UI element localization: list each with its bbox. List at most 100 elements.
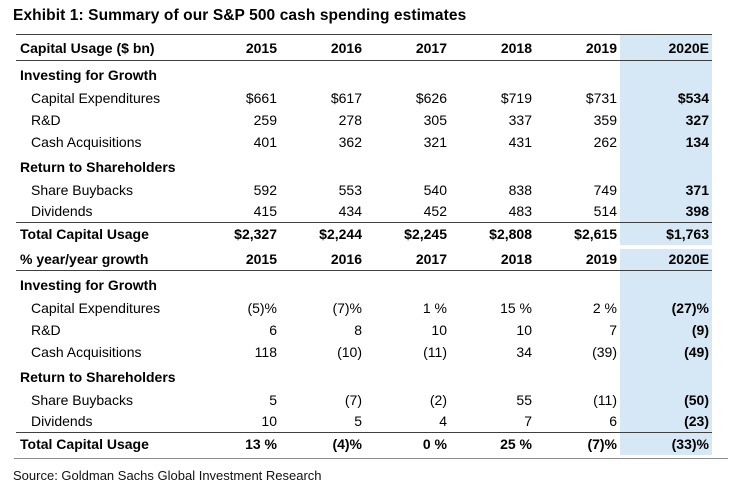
- row-label: Dividends: [31, 203, 93, 220]
- table-row-item: Share Buybacks 592 553 540 838 749 371: [16, 178, 712, 201]
- cell-value-estimate: [620, 152, 712, 179]
- cell-value-estimate: 327: [620, 108, 712, 131]
- capital-usage-table: Capital Usage ($ bn) 2015 2016 2017 2018…: [16, 34, 712, 245]
- table-row-section: Investing for Growth: [16, 60, 712, 87]
- row-label: Cash Acquisitions: [31, 133, 142, 150]
- cell-value: 483: [508, 203, 532, 220]
- cell-value: 7: [524, 413, 532, 430]
- cell-value: $626: [415, 89, 447, 106]
- cell-value: 337: [508, 111, 532, 128]
- cell-value: [450, 271, 535, 297]
- cell-value: 6: [269, 321, 277, 338]
- row-label: Return to Shareholders: [20, 368, 176, 385]
- cell-value: 25 %: [450, 432, 535, 455]
- row-label: R&D: [31, 111, 61, 128]
- row-label: Share Buybacks: [31, 181, 133, 198]
- column-header-year: 2016: [280, 34, 365, 61]
- table-row-item: Cash Acquisitions 401 362 321 431 262 134: [16, 130, 712, 153]
- row-label: Return to Shareholders: [20, 158, 176, 175]
- cell-value-estimate: $1,763: [620, 222, 712, 245]
- cell-value: [280, 61, 365, 87]
- table-row-item: Capital Expenditures $661 $617 $626 $719 $731…: [16, 86, 712, 109]
- cell-value: [535, 153, 620, 179]
- cell-value-estimate: (33)%: [620, 432, 712, 455]
- cell-value: 10: [516, 321, 532, 338]
- cell-value: 8: [354, 321, 362, 338]
- cell-value: 278: [338, 111, 362, 128]
- cell-value: [535, 363, 620, 389]
- row-label: R&D: [31, 321, 61, 338]
- column-header-year: 2015: [195, 248, 280, 271]
- growth-table: % year/year growth 2015 2016 2017 2018 2…: [16, 248, 712, 455]
- column-header-estimate-year: 2020E: [620, 248, 712, 271]
- cell-value-estimate: (23): [620, 410, 712, 433]
- cell-value-estimate: (49): [620, 340, 712, 363]
- cell-value: (7): [344, 391, 362, 408]
- cell-value: [195, 363, 280, 389]
- cell-value: 431: [508, 133, 532, 150]
- cell-value: [195, 271, 280, 297]
- cell-value: (11): [593, 391, 617, 408]
- cell-value: 15 %: [500, 299, 532, 316]
- cell-value: 305: [423, 111, 447, 128]
- cell-value: 1 %: [422, 299, 447, 316]
- cell-value-estimate: 398: [620, 200, 712, 223]
- cell-value: 452: [423, 203, 447, 220]
- cell-value: $731: [585, 89, 617, 106]
- table-row-section: Return to Shareholders: [16, 152, 712, 179]
- table-row-section: Return to Shareholders: [16, 362, 712, 389]
- cell-value: 749: [593, 181, 617, 198]
- cell-value: 259: [253, 111, 277, 128]
- column-header-estimate-year: 2020E: [620, 34, 712, 61]
- cell-value: $661: [245, 89, 277, 106]
- cell-value: $719: [500, 89, 532, 106]
- row-label: Investing for Growth: [20, 276, 157, 293]
- table-row-item: R&D 259 278 305 337 359 327: [16, 108, 712, 131]
- cell-value-estimate: [620, 60, 712, 87]
- row-label: Capital Expenditures: [31, 299, 161, 316]
- cell-value: [365, 271, 450, 297]
- column-header-year: 2017: [365, 34, 450, 61]
- cell-value: [280, 363, 365, 389]
- cell-value-estimate: 371: [620, 178, 712, 201]
- cell-value: 415: [253, 203, 277, 220]
- cell-value: [365, 363, 450, 389]
- cell-value-estimate: 134: [620, 130, 712, 153]
- cell-value-estimate: [620, 362, 712, 389]
- cell-value: 2 %: [592, 299, 617, 316]
- cell-value: $617: [330, 89, 362, 106]
- cell-value: (10): [337, 343, 362, 360]
- table-row-total: Total Capital Usage 13 % (4)% 0 % 25 % (7)% (3…: [16, 432, 712, 455]
- table-row-item: Dividends 415 434 452 483 514 398: [16, 200, 712, 223]
- table-row-item: Share Buybacks 5 (7) (2) 55 (11) (50): [16, 388, 712, 411]
- cell-value: 553: [338, 181, 362, 198]
- column-header-label: Capital Usage ($ bn): [16, 34, 195, 61]
- table-row-item: Capital Expenditures (5)% (7)% 1 % 15 % 2 % (2…: [16, 296, 712, 319]
- cell-value: 362: [338, 133, 362, 150]
- column-header-year: 2019: [535, 248, 620, 271]
- cell-value: [450, 61, 535, 87]
- row-label: Total Capital Usage: [16, 222, 195, 245]
- cell-value-estimate: (50): [620, 388, 712, 411]
- cell-value: 0 %: [365, 432, 450, 455]
- cell-value: [195, 61, 280, 87]
- cell-value: 10: [431, 321, 447, 338]
- cell-value: [365, 153, 450, 179]
- exhibit-page: Exhibit 1: Summary of our S&P 500 cash s…: [0, 7, 732, 496]
- cell-value: [535, 61, 620, 87]
- row-label: Cash Acquisitions: [31, 343, 142, 360]
- row-label: Total Capital Usage: [16, 432, 195, 455]
- cell-value: [280, 271, 365, 297]
- cell-value: 262: [593, 133, 617, 150]
- cell-value: [450, 363, 535, 389]
- cell-value: $2,615: [535, 222, 620, 245]
- growth-header-row: % year/year growth 2015 2016 2017 2018 2…: [16, 248, 712, 271]
- cell-value: 5: [354, 413, 362, 430]
- cell-value: (39): [592, 343, 617, 360]
- cell-value: 401: [253, 133, 277, 150]
- row-label: Capital Expenditures: [31, 89, 161, 106]
- cell-value: [365, 61, 450, 87]
- cell-value: (7)%: [332, 299, 362, 316]
- cell-value: (2): [429, 391, 447, 408]
- row-label: Dividends: [31, 413, 93, 430]
